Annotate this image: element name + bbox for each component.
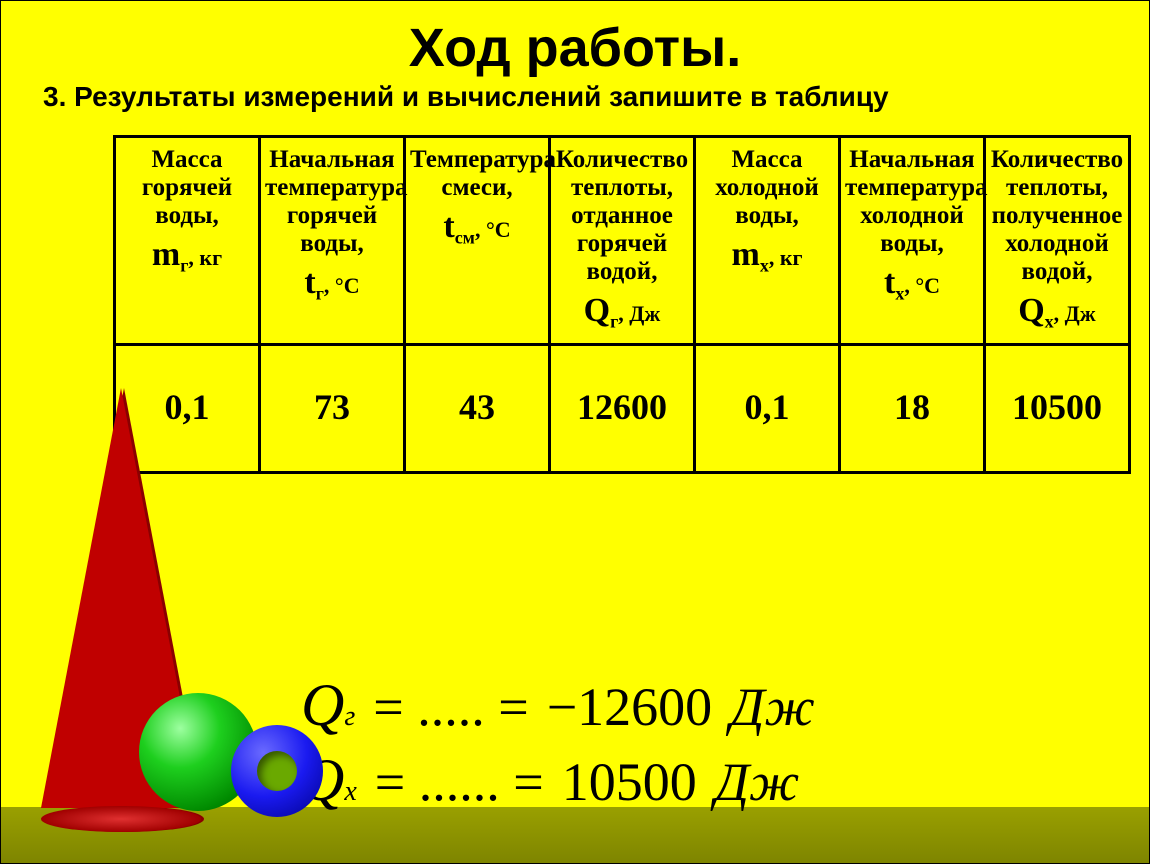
formula-line-1: Qг = ..... = −12600 Дж (301, 671, 815, 740)
col-header: Начальная температура холодной воды, tх,… (840, 137, 985, 345)
instruction-text: 3. Результаты измерений и вычислений зап… (1, 79, 1149, 113)
cell-value: 10500 (985, 344, 1130, 472)
col-header: Масса холодной воды, mх, кг (695, 137, 840, 345)
col-text: Начальная температура горячей воды, (265, 146, 399, 258)
col-symbol: tх, °C (845, 264, 979, 305)
results-table: Масса горячей воды, mг, кг Начальная тем… (113, 135, 1131, 474)
col-symbol: mг, кг (120, 236, 254, 277)
table-data-row: 0,1 73 43 12600 0,1 18 10500 (115, 344, 1130, 472)
cell-value: 73 (260, 344, 405, 472)
col-text: Количество теплоты, отданное горячей вод… (555, 146, 689, 286)
col-text: Масса холодной воды, (700, 146, 834, 230)
page-title: Ход работы. (1, 1, 1149, 79)
formulas-block: Qг = ..... = −12600 Дж Qх = ...... = 105… (301, 671, 815, 815)
col-text: Температура смеси, (410, 146, 544, 202)
cell-value: 12600 (550, 344, 695, 472)
col-header: Температура смеси, tсм, °C (405, 137, 550, 345)
table-header-row: Масса горячей воды, mг, кг Начальная тем… (115, 137, 1130, 345)
col-header: Количество теплоты, отданное горячей вод… (550, 137, 695, 345)
col-text: Масса горячей воды, (120, 146, 254, 230)
col-text: Начальная температура холодной воды, (845, 146, 979, 258)
torus-decoration (231, 725, 323, 817)
col-header: Начальная температура горячей воды, tг, … (260, 137, 405, 345)
col-header: Масса горячей воды, mг, кг (115, 137, 260, 345)
cell-value: 18 (840, 344, 985, 472)
col-symbol: Qг, Дж (555, 292, 689, 333)
col-symbol: tг, °C (265, 264, 399, 305)
col-text: Количество теплоты, полученное холодной … (990, 146, 1124, 286)
col-symbol: Qх, Дж (990, 292, 1124, 333)
col-symbol: tсм, °C (410, 208, 544, 249)
col-header: Количество теплоты, полученное холодной … (985, 137, 1130, 345)
cell-value: 43 (405, 344, 550, 472)
slide-stage: Ход работы. 3. Результаты измерений и вы… (0, 0, 1150, 864)
formula-line-2: Qх = ...... = 10500 Дж (301, 746, 815, 815)
col-symbol: mх, кг (700, 236, 834, 277)
cell-value: 0,1 (695, 344, 840, 472)
